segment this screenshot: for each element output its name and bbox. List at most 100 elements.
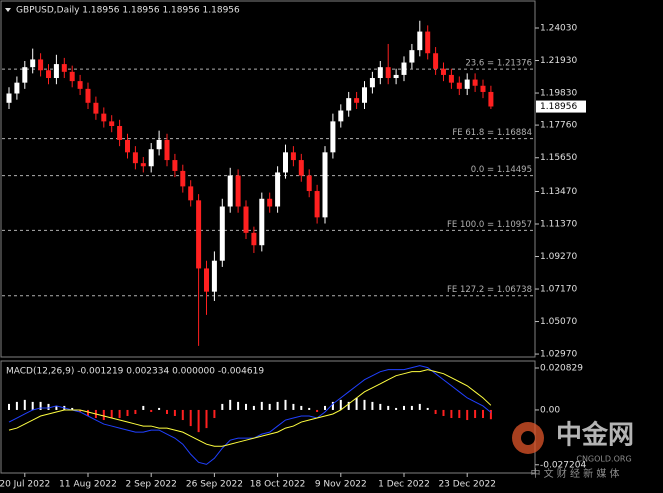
candle-body (22, 67, 28, 83)
y-tick-label: 1.21930 (540, 56, 577, 66)
macd-histogram-bar (355, 397, 358, 410)
macd-histogram-bar (205, 409, 208, 429)
macd-histogram-bar (173, 409, 176, 416)
macd-histogram-bar (87, 409, 89, 416)
macd-histogram-bar (482, 409, 484, 419)
y-tick-label: 1.19830 (540, 89, 577, 99)
candle-body (354, 98, 360, 103)
candle-body (46, 70, 51, 79)
candle-body (101, 113, 107, 122)
macd-histogram-bar (142, 405, 145, 410)
chart-title: GBPUSD,Daily 1.18956 1.18956 1.18956 1.1… (16, 6, 240, 16)
candle-body (338, 110, 344, 122)
macd-histogram-bar (31, 401, 34, 410)
candle-body (283, 152, 288, 173)
candle-body (156, 139, 162, 150)
macd-histogram-bar (363, 399, 366, 410)
candle-body (211, 260, 217, 292)
macd-histogram-bar (268, 403, 271, 410)
candle-body (172, 160, 178, 171)
macd-histogram-bar (379, 403, 382, 410)
candle-body (93, 102, 99, 114)
candle-body (30, 59, 36, 68)
macd-histogram-bar (110, 409, 113, 419)
candle-body (417, 31, 423, 51)
candle-body (480, 85, 486, 92)
candle-body (14, 82, 20, 94)
candle-body (251, 232, 257, 246)
macd-histogram-bar (410, 405, 413, 410)
fibo-label: 23.6 = 1.21376 (465, 59, 532, 69)
candle-body (219, 206, 225, 261)
macd-histogram-bar (300, 405, 303, 410)
x-tick-label: 18 Oct 2022 (250, 480, 306, 490)
macd-title: MACD(12,26,9) -0.001219 0.002334 0.00000… (6, 367, 264, 377)
candle-body (275, 172, 281, 207)
macd-histogram-bar (324, 405, 326, 410)
candle-body (148, 149, 154, 167)
macd-histogram-bar (316, 409, 319, 412)
last-price-box (536, 100, 586, 113)
macd-histogram-bar (308, 407, 311, 410)
macd-histogram-bar (426, 407, 429, 410)
y-tick-label: 0.00 (540, 405, 560, 415)
macd-histogram-bar (189, 409, 192, 427)
candle-body (464, 79, 470, 89)
candle-body (204, 268, 209, 292)
macd-histogram-bar (466, 409, 469, 421)
macd-histogram-bar (221, 403, 224, 410)
macd-histogram-bar (442, 409, 445, 416)
macd-histogram-bar (489, 409, 492, 420)
watermark-logo-hole (521, 431, 535, 445)
macd-histogram-bar (252, 405, 255, 410)
fibo-label: FE 100.0 = 1.10957 (447, 220, 532, 230)
candle-body (488, 91, 494, 107)
macd-histogram-bar (126, 409, 129, 416)
y-tick-label: 1.07170 (540, 285, 577, 295)
macd-macd-line (8, 365, 492, 465)
y-tick-label: 1.09270 (540, 252, 577, 262)
macd-histogram-bar (450, 409, 453, 419)
x-tick-label: 23 Dec 2022 (438, 480, 496, 490)
macd-histogram-bar (166, 409, 168, 414)
candle-body (409, 50, 415, 63)
macd-histogram-bar (418, 403, 421, 410)
fibo-label: 0.0 = 1.14495 (471, 165, 532, 175)
candle-body (425, 31, 431, 54)
macd-histogram-bar (387, 405, 390, 410)
x-tick-label: 26 Sep 2022 (186, 480, 243, 490)
candle-body (346, 98, 352, 111)
macd-histogram-bar (79, 409, 82, 412)
watermark-site: CNGOLD.ORG (576, 455, 631, 464)
y-tick-label: -0.027204 (540, 460, 586, 470)
candle-body (125, 139, 130, 153)
macd-histogram-bar (395, 407, 398, 410)
y-tick-label: 0.020829 (540, 363, 583, 373)
candle-body (456, 82, 462, 89)
macd-histogram-bar (371, 401, 374, 410)
candle-body (188, 186, 194, 201)
macd-histogram-bar (237, 401, 240, 410)
macd-histogram-bar (347, 401, 350, 410)
candle-body (290, 152, 296, 161)
macd-histogram-bar (474, 409, 477, 419)
fibo-label: FE 61.8 = 1.16884 (452, 128, 532, 138)
candle-body (377, 67, 383, 79)
macd-histogram-bar (403, 405, 405, 410)
candle-body (267, 198, 273, 207)
macd-histogram-bar (245, 403, 247, 410)
candle-body (314, 191, 320, 218)
candle-body (401, 62, 407, 75)
macd-histogram-bar (8, 403, 10, 410)
candle-body (69, 71, 75, 82)
candle-body (298, 160, 304, 176)
candle-body (362, 87, 367, 103)
macd-histogram-bar (339, 399, 342, 410)
macd-histogram-bar (284, 399, 287, 410)
candle-body (117, 126, 123, 140)
y-tick-label: 1.02970 (540, 350, 577, 360)
candle-body (196, 200, 202, 269)
x-tick-label: 1 Dec 2022 (378, 480, 430, 490)
candle-body (472, 79, 478, 86)
